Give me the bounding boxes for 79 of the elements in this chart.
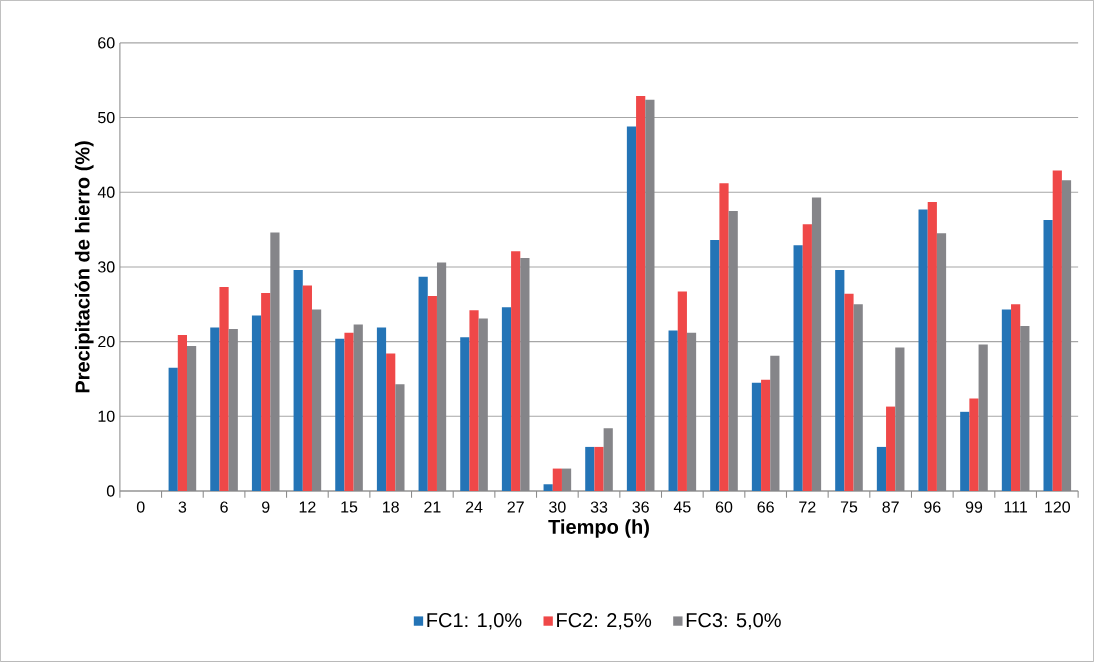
x-tick-label: 12 bbox=[299, 501, 316, 513]
bar bbox=[219, 287, 229, 492]
bar bbox=[469, 310, 479, 492]
x-tick-label: 30 bbox=[549, 501, 566, 513]
x-tick-label: 24 bbox=[465, 501, 483, 513]
bar bbox=[960, 411, 970, 492]
bar bbox=[927, 202, 937, 492]
bar bbox=[636, 95, 646, 492]
x-tick-label: 15 bbox=[341, 501, 358, 513]
bar bbox=[177, 334, 187, 492]
legend-label: FC2: 2,5% bbox=[557, 613, 652, 630]
bar bbox=[710, 240, 720, 492]
bar bbox=[793, 245, 803, 492]
bar bbox=[876, 446, 887, 492]
x-tick-label: 45 bbox=[673, 501, 691, 513]
bar bbox=[761, 379, 771, 492]
x-tick-label: 18 bbox=[383, 501, 399, 513]
legend-label: FC3: 5,0% bbox=[686, 613, 781, 630]
y-axis-title: Precipitación de hierro (%) bbox=[74, 141, 94, 393]
bar bbox=[210, 327, 220, 492]
bar bbox=[626, 126, 637, 492]
bar bbox=[886, 406, 896, 492]
bar bbox=[751, 382, 762, 492]
x-tick-label: 120 bbox=[1045, 501, 1071, 513]
bar bbox=[460, 337, 470, 492]
bar bbox=[1043, 219, 1053, 492]
x-tick-label: 6 bbox=[220, 501, 228, 513]
bar bbox=[511, 251, 521, 492]
y-tick-label: 40 bbox=[97, 186, 115, 198]
bar bbox=[552, 468, 562, 492]
y-tick-label: 0 bbox=[106, 485, 115, 497]
bar bbox=[261, 293, 271, 492]
bar bbox=[668, 330, 678, 492]
bar bbox=[719, 183, 729, 492]
x-tick-label: 99 bbox=[965, 501, 983, 513]
bar bbox=[802, 224, 812, 492]
bar bbox=[376, 327, 387, 492]
bar bbox=[168, 367, 178, 492]
y-tick-label: 10 bbox=[98, 410, 115, 422]
x-tick-label: 27 bbox=[507, 501, 524, 513]
x-tick-label: 60 bbox=[715, 501, 733, 513]
y-tick-label: 30 bbox=[97, 261, 115, 273]
bar bbox=[844, 293, 854, 492]
x-tick-label: 72 bbox=[799, 501, 816, 513]
bar bbox=[1011, 304, 1021, 492]
x-tick-label: 66 bbox=[757, 501, 774, 513]
x-tick-label: 96 bbox=[924, 501, 941, 513]
x-tick-label: 0 bbox=[136, 501, 145, 513]
x-tick-label: 87 bbox=[882, 501, 899, 513]
x-tick-label: 21 bbox=[424, 501, 441, 513]
bar bbox=[918, 209, 928, 492]
x-tick-label: 33 bbox=[590, 501, 608, 513]
bar bbox=[1052, 170, 1062, 492]
bar bbox=[585, 446, 595, 492]
bar bbox=[302, 285, 312, 492]
bar bbox=[969, 398, 979, 492]
bar bbox=[293, 269, 303, 492]
bar bbox=[501, 307, 512, 492]
x-tick-label: 3 bbox=[178, 501, 187, 513]
y-tick-label: 60 bbox=[98, 37, 115, 49]
x-tick-label: 111 bbox=[1004, 501, 1028, 513]
x-tick-label: 75 bbox=[840, 501, 858, 513]
x-axis-title: Tiempo (h) bbox=[548, 519, 649, 538]
bar bbox=[418, 276, 428, 492]
bar bbox=[543, 484, 553, 492]
x-tick-label: 36 bbox=[632, 501, 649, 513]
bar bbox=[427, 296, 437, 492]
bar bbox=[251, 315, 262, 492]
x-tick-label: 9 bbox=[262, 501, 270, 513]
bar bbox=[594, 446, 604, 492]
y-tick-label: 50 bbox=[98, 111, 115, 124]
y-tick-label: 20 bbox=[98, 336, 115, 348]
bar bbox=[677, 291, 687, 492]
legend-label: FC1: 1,0% bbox=[427, 613, 522, 630]
bar bbox=[1001, 309, 1012, 492]
bar bbox=[835, 269, 845, 492]
bar bbox=[386, 353, 396, 492]
bar bbox=[344, 332, 354, 492]
bar bbox=[335, 338, 345, 492]
